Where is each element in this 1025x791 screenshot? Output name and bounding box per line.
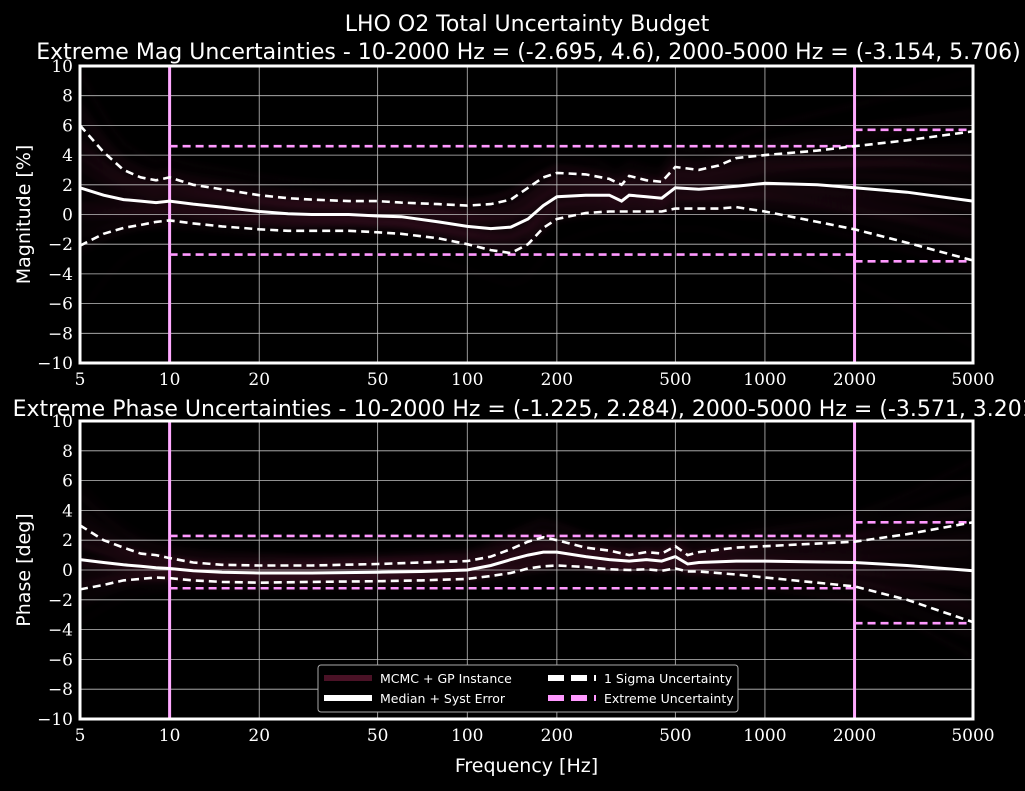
x-tick-label: 100 [451, 726, 483, 746]
instance-line [80, 103, 973, 202]
legend-label-sigma: 1 Sigma Uncertainty [604, 671, 733, 686]
series-lines [80, 521, 973, 624]
figure-title: LHO O2 Total Uncertainty Budget [345, 12, 710, 37]
y-tick-label: 6 [62, 472, 73, 492]
instance-line [80, 153, 973, 218]
instance-line [80, 225, 973, 347]
instance-line [80, 460, 973, 558]
x-tick-label: 5000 [951, 726, 994, 746]
y-tick-label: −10 [37, 354, 73, 374]
magnitude-panel: Extreme Mag Uncertainties - 10-2000 Hz =… [13, 40, 1021, 390]
instance-line [80, 493, 973, 562]
instance-line [80, 195, 973, 238]
legend-label-extreme: Extreme Uncertainty [604, 691, 734, 706]
sigma-lower-line [80, 205, 973, 262]
instance-line [80, 459, 973, 558]
instance-line [80, 164, 973, 220]
median-line [80, 181, 973, 231]
y-tick-label: 2 [62, 531, 73, 551]
x-tick-label: 5 [75, 370, 86, 390]
x-tick-label: 100 [451, 370, 483, 390]
phase-panel: Extreme Phase Uncertainties - 10-2000 Hz… [13, 397, 1025, 777]
legend: MCMC + GP Instance Median + Syst Error 1 S… [317, 664, 739, 713]
y-tick-label: 6 [62, 116, 73, 136]
x-tick-label: 2000 [833, 726, 876, 746]
x-tick-label: 200 [541, 726, 573, 746]
y-tick-label: 4 [62, 501, 73, 521]
panel-title: Extreme Mag Uncertainties - 10-2000 Hz =… [36, 40, 1021, 65]
instance-line [80, 209, 973, 265]
x-tick-label: 1000 [743, 370, 786, 390]
x-tick-label: 20 [248, 726, 270, 746]
panel-title: Extreme Phase Uncertainties - 10-2000 Hz… [13, 397, 1025, 422]
instance-line [80, 554, 973, 588]
sigma-upper-line [80, 521, 973, 567]
x-tick-label: 10 [159, 726, 181, 746]
y-tick-label: 8 [62, 87, 73, 107]
y-tick-label: −4 [48, 265, 73, 285]
x-tick-label: 500 [659, 370, 691, 390]
instance-line [80, 205, 973, 250]
x-tick-label: 5 [75, 726, 86, 746]
x-tick-label: 5000 [951, 370, 994, 390]
instance-line [80, 540, 973, 570]
y-axis-label: Magnitude [%] [13, 145, 35, 285]
x-tick-label: 20 [248, 370, 270, 390]
x-tick-label: 50 [367, 726, 389, 746]
legend-label-median: Median + Syst Error [380, 691, 506, 706]
x-tick-label: 500 [659, 726, 691, 746]
legend-box [317, 664, 739, 713]
y-tick-label: −6 [48, 295, 73, 315]
y-tick-label: −4 [48, 621, 73, 641]
y-tick-label: −6 [48, 650, 73, 670]
instance-line [80, 69, 973, 189]
y-tick-label: 10 [51, 412, 73, 432]
legend-label-instance: MCMC + GP Instance [380, 671, 512, 686]
y-tick-label: 4 [62, 146, 73, 166]
y-tick-label: −10 [37, 710, 73, 730]
y-tick-label: 2 [62, 176, 73, 196]
x-tick-label: 1000 [743, 726, 786, 746]
y-tick-label: 10 [51, 57, 73, 77]
instance-line [80, 174, 973, 227]
x-tick-label: 200 [541, 370, 573, 390]
instance-line [80, 514, 973, 563]
x-tick-label: 50 [367, 370, 389, 390]
instance-line [80, 141, 973, 212]
x-tick-label: 10 [159, 370, 181, 390]
y-tick-label: 8 [62, 442, 73, 462]
axes-frame [78, 64, 975, 365]
y-axis-label: Phase [deg] [13, 513, 35, 626]
axes-frame [78, 419, 975, 721]
y-tick-label: 0 [62, 206, 73, 226]
instance-line [80, 567, 973, 656]
sigma-upper-line [80, 124, 973, 207]
y-tick-label: −8 [48, 680, 73, 700]
y-tick-label: −2 [48, 591, 73, 611]
y-tick-label: 0 [62, 561, 73, 581]
y-tick-label: −2 [48, 235, 73, 255]
median-line [80, 550, 973, 575]
instance-line [80, 185, 973, 234]
y-tick-label: −8 [48, 324, 73, 344]
x-axis-label: Frequency [Hz] [455, 755, 598, 777]
x-tick-label: 2000 [833, 370, 876, 390]
series-lines [80, 124, 973, 262]
